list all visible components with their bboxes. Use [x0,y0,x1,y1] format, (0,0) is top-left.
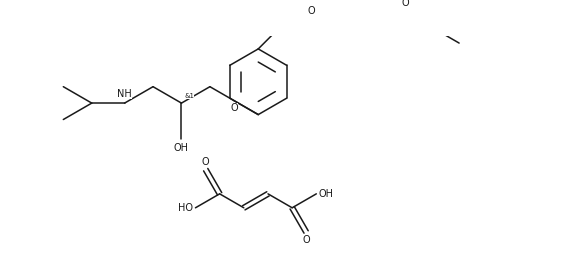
Text: HO: HO [178,203,193,213]
Text: O: O [202,157,210,167]
Text: OH: OH [319,189,334,199]
Text: O: O [401,0,409,8]
Text: NH: NH [117,89,132,99]
Text: O: O [302,235,310,245]
Text: OH: OH [174,143,189,153]
Text: O: O [307,6,315,16]
Text: &1: &1 [184,93,194,99]
Text: O: O [230,103,238,113]
